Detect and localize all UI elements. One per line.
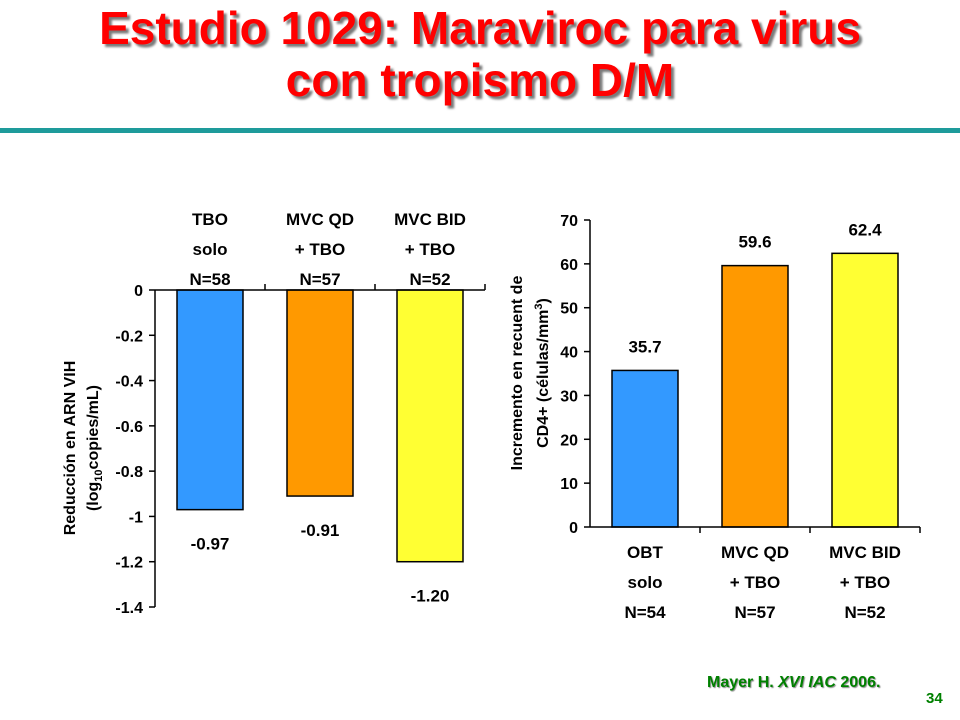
- chart1-y-tick-label-2: -0.2: [115, 328, 143, 345]
- chart2-category-label-2-line-2: + TBO: [730, 573, 781, 592]
- chart2-y-axis-title-line-2: CD4+ (células/mm3): [533, 298, 552, 448]
- chart1-y-tick-label-8: -1.4: [115, 600, 143, 617]
- chart2-value-label-3: 62.4: [848, 220, 882, 239]
- citation-author: Mayer H.: [707, 674, 779, 691]
- chart2-y-tick-label-2: 10: [560, 476, 578, 493]
- chart2-category-label-1-line-3: N=54: [624, 603, 666, 622]
- chart2-category-label-2-line-1: MVC QD: [721, 543, 789, 562]
- chart1-bar-2: [286, 289, 354, 497]
- chart2-y-axis-title-line-1: Incremento en recuent de: [509, 276, 526, 471]
- chart2-bar-1: [611, 369, 679, 528]
- slide-title: Estudio 1029: Maraviroc para virus con t…: [0, 2, 960, 106]
- chart1-value-label-2: -0.91: [301, 521, 340, 540]
- chart2-y-tick-label-4: 30: [560, 388, 578, 405]
- chart1-y-axis-title-subscript: 10: [93, 469, 105, 481]
- chart2-y-tick-label-3: 20: [560, 432, 578, 449]
- chart1-category-label-3-line-3: N=52: [409, 270, 450, 289]
- chart1-y-axis-title-line-1: Reducción en ARN VIH: [62, 361, 79, 536]
- chart1-value-label-3: -1.20: [411, 587, 450, 606]
- chart1-category-label-2-line-2: + TBO: [295, 240, 346, 259]
- chart2-y-tick-label-5: 40: [560, 345, 578, 362]
- chart1-y-tick-label-1: 0: [134, 283, 143, 300]
- chart1-category-label-1-line-3: N=58: [189, 270, 230, 289]
- chart1-category-label-3-line-2: + TBO: [405, 240, 456, 259]
- chart2-category-label-3-line-2: + TBO: [840, 573, 891, 592]
- chart2-y-axis-title-superscript: 3: [533, 303, 545, 309]
- chart1-bar-1: [176, 289, 244, 511]
- chart1-y-axis-title-post: copies/mL): [85, 385, 102, 469]
- chart2-category-label-1-line-1: OBT: [627, 543, 664, 562]
- chart1-y-tick-label-4: -0.6: [115, 419, 143, 436]
- chart2-bar-2: [721, 264, 789, 528]
- page-number: 34: [926, 690, 943, 707]
- chart2-y-tick-label-6: 50: [560, 301, 578, 318]
- chart1-y-tick-label-3: -0.4: [115, 374, 143, 391]
- chart2-y-axis-title-pre: CD4+ (células/mm: [535, 310, 552, 448]
- chart1-y-tick-label-5: -0.8: [115, 464, 143, 481]
- chart2-category-label-3-line-3: N=52: [844, 603, 885, 622]
- chart2-bar-3: [831, 252, 899, 528]
- chart2-y-axis-title-post: ): [535, 298, 552, 303]
- chart2-y-tick-label-7: 60: [560, 257, 578, 274]
- chart1-bar-3: [396, 289, 464, 563]
- chart1-y-axis-title-line-2: (log10copies/mL): [85, 385, 105, 511]
- chart2-y-tick-label-1: 0: [569, 520, 578, 537]
- title-divider: [0, 128, 960, 133]
- chart1-category-label-1-line-1: TBO: [192, 210, 228, 229]
- citation-year: 2006.: [835, 674, 881, 691]
- citation: Mayer H. XVI IAC 2006.: [707, 674, 880, 692]
- chart2-category-label-3-line-1: MVC BID: [829, 543, 901, 562]
- chart1-category-label-3-line-1: MVC BID: [394, 210, 466, 229]
- chart1-category-label-2-line-1: MVC QD: [286, 210, 354, 229]
- chart2-y-tick-label-8: 70: [560, 213, 578, 230]
- chart2-value-label-1: 35.7: [628, 337, 661, 356]
- chart1-category-label-1-line-2: solo: [193, 240, 228, 259]
- chart1-value-label-1: -0.97: [191, 535, 230, 554]
- slide-title-line-1: Estudio 1029: Maraviroc para virus: [99, 2, 861, 54]
- chart1-y-tick-label-7: -1.2: [115, 555, 143, 572]
- chart1-y-tick-label-6: -1: [129, 509, 143, 526]
- chart2-category-label-1-line-2: solo: [628, 573, 663, 592]
- chart2-value-label-2: 59.6: [738, 233, 771, 252]
- chart1-category-label-2-line-3: N=57: [299, 270, 340, 289]
- chart1-y-axis-title-pre: (log: [85, 482, 102, 511]
- chart2-category-label-2-line-3: N=57: [734, 603, 775, 622]
- citation-venue: XVI IAC: [778, 674, 836, 691]
- slide-title-line-2: con tropismo D/M: [285, 54, 675, 106]
